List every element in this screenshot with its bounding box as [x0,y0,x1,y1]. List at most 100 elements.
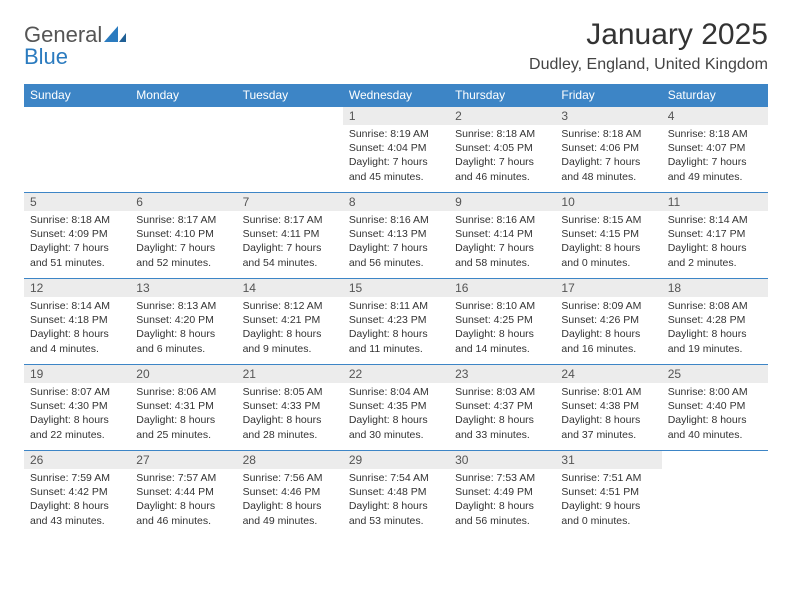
sunset-text: Sunset: 4:20 PM [136,313,230,327]
sail-icon [104,24,126,42]
day-number: 29 [343,451,449,469]
day-number: 22 [343,365,449,383]
calendar-cell: 26Sunrise: 7:59 AMSunset: 4:42 PMDayligh… [24,451,130,537]
sunrise-text: Sunrise: 8:18 AM [30,213,124,227]
day-body: Sunrise: 8:18 AMSunset: 4:05 PMDaylight:… [449,125,555,188]
day-number: 19 [24,365,130,383]
sunset-text: Sunset: 4:44 PM [136,485,230,499]
calendar-cell: 4Sunrise: 8:18 AMSunset: 4:07 PMDaylight… [662,107,768,193]
sunrise-text: Sunrise: 8:17 AM [243,213,337,227]
sunrise-text: Sunrise: 7:56 AM [243,471,337,485]
calendar-cell: 31Sunrise: 7:51 AMSunset: 4:51 PMDayligh… [555,451,661,537]
sunset-text: Sunset: 4:37 PM [455,399,549,413]
day-body: Sunrise: 7:56 AMSunset: 4:46 PMDaylight:… [237,469,343,532]
day-body: Sunrise: 8:00 AMSunset: 4:40 PMDaylight:… [662,383,768,446]
day-number: 31 [555,451,661,469]
day-body: Sunrise: 8:09 AMSunset: 4:26 PMDaylight:… [555,297,661,360]
calendar-cell: 19Sunrise: 8:07 AMSunset: 4:30 PMDayligh… [24,365,130,451]
daylight-text: Daylight: 7 hours and 48 minutes. [561,155,655,183]
sunset-text: Sunset: 4:35 PM [349,399,443,413]
sunset-text: Sunset: 4:42 PM [30,485,124,499]
sunset-text: Sunset: 4:38 PM [561,399,655,413]
sunset-text: Sunset: 4:18 PM [30,313,124,327]
sunset-text: Sunset: 4:11 PM [243,227,337,241]
day-body: Sunrise: 8:19 AMSunset: 4:04 PMDaylight:… [343,125,449,188]
daylight-text: Daylight: 9 hours and 0 minutes. [561,499,655,527]
sunset-text: Sunset: 4:40 PM [668,399,762,413]
day-body: Sunrise: 8:05 AMSunset: 4:33 PMDaylight:… [237,383,343,446]
daylight-text: Daylight: 8 hours and 0 minutes. [561,241,655,269]
weekday-header-row: Sunday Monday Tuesday Wednesday Thursday… [24,84,768,107]
sunrise-text: Sunrise: 8:00 AM [668,385,762,399]
calendar-cell: 28Sunrise: 7:56 AMSunset: 4:46 PMDayligh… [237,451,343,537]
sunset-text: Sunset: 4:14 PM [455,227,549,241]
daylight-text: Daylight: 8 hours and 22 minutes. [30,413,124,441]
sunrise-text: Sunrise: 7:54 AM [349,471,443,485]
daylight-text: Daylight: 7 hours and 56 minutes. [349,241,443,269]
daylight-text: Daylight: 7 hours and 54 minutes. [243,241,337,269]
calendar-cell: 5Sunrise: 8:18 AMSunset: 4:09 PMDaylight… [24,193,130,279]
sunset-text: Sunset: 4:21 PM [243,313,337,327]
calendar-cell: 16Sunrise: 8:10 AMSunset: 4:25 PMDayligh… [449,279,555,365]
daylight-text: Daylight: 8 hours and 49 minutes. [243,499,337,527]
calendar-cell: 20Sunrise: 8:06 AMSunset: 4:31 PMDayligh… [130,365,236,451]
sunrise-text: Sunrise: 8:14 AM [30,299,124,313]
calendar-cell [237,107,343,193]
weekday-header: Wednesday [343,84,449,107]
sunset-text: Sunset: 4:17 PM [668,227,762,241]
day-number: 21 [237,365,343,383]
calendar-cell: 11Sunrise: 8:14 AMSunset: 4:17 PMDayligh… [662,193,768,279]
sunset-text: Sunset: 4:48 PM [349,485,443,499]
daylight-text: Daylight: 7 hours and 51 minutes. [30,241,124,269]
calendar-cell: 12Sunrise: 8:14 AMSunset: 4:18 PMDayligh… [24,279,130,365]
weekday-header: Thursday [449,84,555,107]
sunrise-text: Sunrise: 8:07 AM [30,385,124,399]
day-number: 18 [662,279,768,297]
day-body: Sunrise: 8:03 AMSunset: 4:37 PMDaylight:… [449,383,555,446]
day-number: 7 [237,193,343,211]
calendar-cell: 7 Sunrise: 8:17 AMSunset: 4:11 PMDaylight… [237,193,343,279]
calendar-row: 12Sunrise: 8:14 AMSunset: 4:18 PMDayligh… [24,279,768,365]
brand-word-2: Blue [24,44,68,69]
day-body: Sunrise: 7:57 AMSunset: 4:44 PMDaylight:… [130,469,236,532]
calendar-cell: 24Sunrise: 8:01 AMSunset: 4:38 PMDayligh… [555,365,661,451]
weekday-header: Saturday [662,84,768,107]
sunrise-text: Sunrise: 8:04 AM [349,385,443,399]
sunset-text: Sunset: 4:04 PM [349,141,443,155]
sunrise-text: Sunrise: 8:12 AM [243,299,337,313]
calendar-cell: 14Sunrise: 8:12 AMSunset: 4:21 PMDayligh… [237,279,343,365]
day-number: 5 [24,193,130,211]
day-number: 20 [130,365,236,383]
sunset-text: Sunset: 4:06 PM [561,141,655,155]
day-number: 10 [555,193,661,211]
day-number: 30 [449,451,555,469]
daylight-text: Daylight: 8 hours and 4 minutes. [30,327,124,355]
daylight-text: Daylight: 8 hours and 25 minutes. [136,413,230,441]
sunrise-text: Sunrise: 8:01 AM [561,385,655,399]
calendar-cell: 2Sunrise: 8:18 AMSunset: 4:05 PMDaylight… [449,107,555,193]
calendar-table: Sunday Monday Tuesday Wednesday Thursday… [24,84,768,537]
day-number: 23 [449,365,555,383]
calendar-row: 26Sunrise: 7:59 AMSunset: 4:42 PMDayligh… [24,451,768,537]
day-body: Sunrise: 8:08 AMSunset: 4:28 PMDaylight:… [662,297,768,360]
weekday-header: Sunday [24,84,130,107]
day-body: Sunrise: 8:15 AMSunset: 4:15 PMDaylight:… [555,211,661,274]
calendar-cell: 13Sunrise: 8:13 AMSunset: 4:20 PMDayligh… [130,279,236,365]
day-number: 9 [449,193,555,211]
day-number: 28 [237,451,343,469]
location-text: Dudley, England, United Kingdom [529,56,768,74]
daylight-text: Daylight: 7 hours and 58 minutes. [455,241,549,269]
daylight-text: Daylight: 8 hours and 56 minutes. [455,499,549,527]
calendar-cell: 27Sunrise: 7:57 AMSunset: 4:44 PMDayligh… [130,451,236,537]
calendar-row: 19Sunrise: 8:07 AMSunset: 4:30 PMDayligh… [24,365,768,451]
day-body: Sunrise: 8:06 AMSunset: 4:31 PMDaylight:… [130,383,236,446]
sunrise-text: Sunrise: 8:05 AM [243,385,337,399]
calendar-cell: 9Sunrise: 8:16 AMSunset: 4:14 PMDaylight… [449,193,555,279]
sunrise-text: Sunrise: 8:13 AM [136,299,230,313]
sunrise-text: Sunrise: 8:18 AM [455,127,549,141]
day-body: Sunrise: 8:07 AMSunset: 4:30 PMDaylight:… [24,383,130,446]
weekday-header: Tuesday [237,84,343,107]
daylight-text: Daylight: 7 hours and 46 minutes. [455,155,549,183]
page-title: January 2025 [529,18,768,52]
sunset-text: Sunset: 4:23 PM [349,313,443,327]
